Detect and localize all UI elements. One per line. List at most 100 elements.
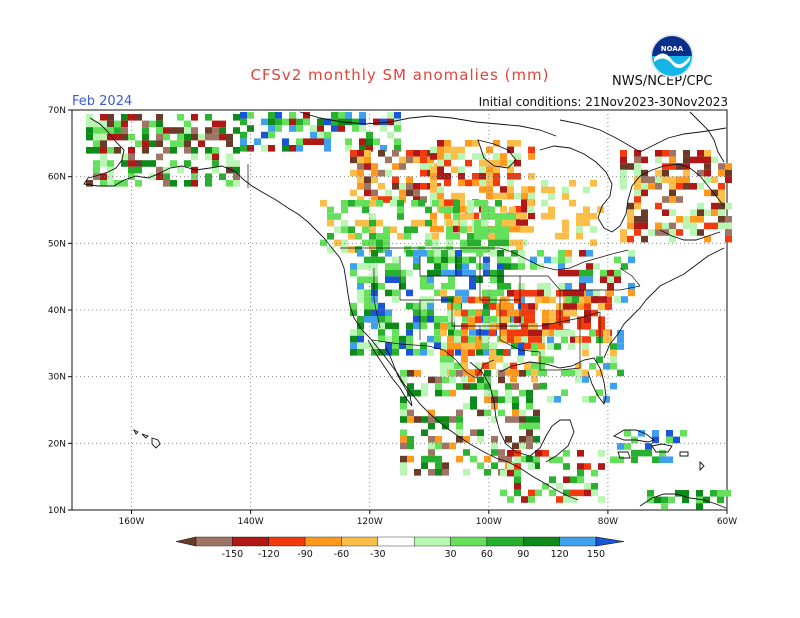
anomaly-cell	[570, 309, 577, 317]
anomaly-cell	[472, 173, 479, 180]
anomaly-cell	[596, 336, 603, 344]
anomaly-cell	[392, 163, 399, 170]
anomaly-cell	[481, 233, 488, 240]
anomaly-cell	[696, 503, 703, 510]
anomaly-cell	[533, 409, 540, 417]
anomaly-cell	[432, 246, 439, 253]
anomaly-cell	[376, 200, 383, 207]
anomaly-cell	[240, 131, 247, 139]
anomaly-cell	[463, 449, 470, 456]
anomaly-cell	[184, 147, 191, 154]
anomaly-cell	[542, 323, 549, 330]
anomaly-cell	[648, 229, 655, 236]
anomaly-cell	[355, 200, 362, 207]
anomaly-cell	[371, 176, 378, 183]
anomaly-cell	[470, 455, 477, 463]
anomaly-cell	[479, 153, 486, 160]
anomaly-cell	[378, 283, 385, 290]
anomaly-cell	[565, 269, 572, 277]
anomaly-cell	[437, 159, 444, 167]
anomaly-cell	[481, 200, 488, 207]
anomaly-cell	[476, 250, 483, 257]
anomaly-cell	[475, 336, 482, 343]
anomaly-cell	[156, 140, 163, 147]
anomaly-cell	[420, 163, 427, 170]
anomaly-cell	[489, 356, 496, 363]
anomaly-cell	[518, 342, 525, 349]
anomaly-cell	[540, 369, 547, 377]
anomaly-cell	[121, 127, 128, 134]
anomaly-cell	[406, 329, 413, 336]
anomaly-cell	[631, 449, 638, 457]
anomaly-cell	[371, 349, 378, 356]
anomaly-cell	[413, 309, 420, 316]
anomaly-cell	[456, 436, 463, 443]
anomaly-cell	[399, 156, 406, 164]
anomaly-cell	[634, 196, 641, 203]
anomaly-cell	[247, 112, 254, 119]
anomaly-cell	[600, 269, 607, 277]
anomaly-cell	[100, 140, 107, 147]
anomaly-cell	[518, 349, 525, 356]
anomaly-cell	[676, 229, 683, 236]
colorbar-label: -90	[297, 549, 313, 560]
anomaly-cell	[490, 296, 497, 303]
anomaly-cell	[533, 462, 540, 469]
anomaly-cell	[704, 189, 711, 197]
anomaly-cell	[226, 140, 233, 147]
anomaly-cell	[205, 147, 212, 154]
anomaly-cell	[514, 309, 521, 317]
anomaly-cell	[488, 246, 495, 253]
anomaly-cell	[524, 336, 531, 343]
anomaly-cell	[406, 342, 413, 349]
anomaly-cell	[345, 138, 352, 145]
anomaly-cell	[456, 429, 463, 436]
anomaly-cell	[240, 145, 247, 152]
anomaly-cell	[590, 180, 597, 187]
anomaly-cell	[373, 118, 380, 126]
anomaly-cell	[371, 263, 378, 270]
anomaly-cell	[620, 235, 627, 243]
anomaly-cell	[603, 330, 610, 337]
anomaly-cell	[589, 330, 596, 337]
anomaly-cell	[135, 180, 142, 187]
anomaly-cell	[357, 263, 364, 270]
anomaly-cell	[519, 455, 526, 463]
anomaly-cell	[170, 180, 177, 187]
anomaly-cell	[407, 416, 414, 423]
anomaly-cell	[519, 416, 526, 423]
anomaly-cell	[394, 125, 401, 132]
anomaly-cell	[380, 125, 387, 132]
anomaly-cell	[100, 120, 107, 128]
anomaly-cell	[468, 296, 475, 304]
anomaly-cell	[420, 309, 427, 316]
anomaly-cell	[430, 219, 437, 226]
anomaly-cell	[590, 226, 597, 233]
anomaly-cell	[163, 127, 170, 134]
anomaly-cell	[369, 226, 376, 233]
lon-tick-label: 120W	[357, 517, 383, 527]
anomaly-cell	[455, 289, 462, 297]
anomaly-cell	[593, 296, 600, 303]
anomaly-cell	[434, 316, 441, 323]
anomaly-cell	[447, 356, 454, 363]
anomaly-cell	[724, 490, 731, 497]
anomaly-cell	[484, 469, 491, 476]
anomaly-cell	[483, 302, 490, 310]
anomaly-cell	[568, 369, 575, 377]
anomaly-cell	[475, 362, 482, 370]
anomaly-cell	[620, 229, 627, 236]
anomaly-cell	[549, 329, 556, 337]
anomaly-cell	[156, 133, 163, 141]
anomaly-cell	[549, 489, 556, 497]
anomaly-cell	[562, 232, 569, 240]
anomaly-cell	[482, 362, 489, 370]
anomaly-cell	[364, 302, 371, 310]
anomaly-cell	[458, 199, 465, 206]
anomaly-cell	[514, 140, 521, 147]
anomaly-cell	[442, 416, 449, 423]
colorbar-segment	[559, 536, 597, 547]
anomaly-cell	[704, 222, 711, 230]
anomaly-cell	[453, 233, 460, 240]
anomaly-cell	[634, 222, 641, 230]
